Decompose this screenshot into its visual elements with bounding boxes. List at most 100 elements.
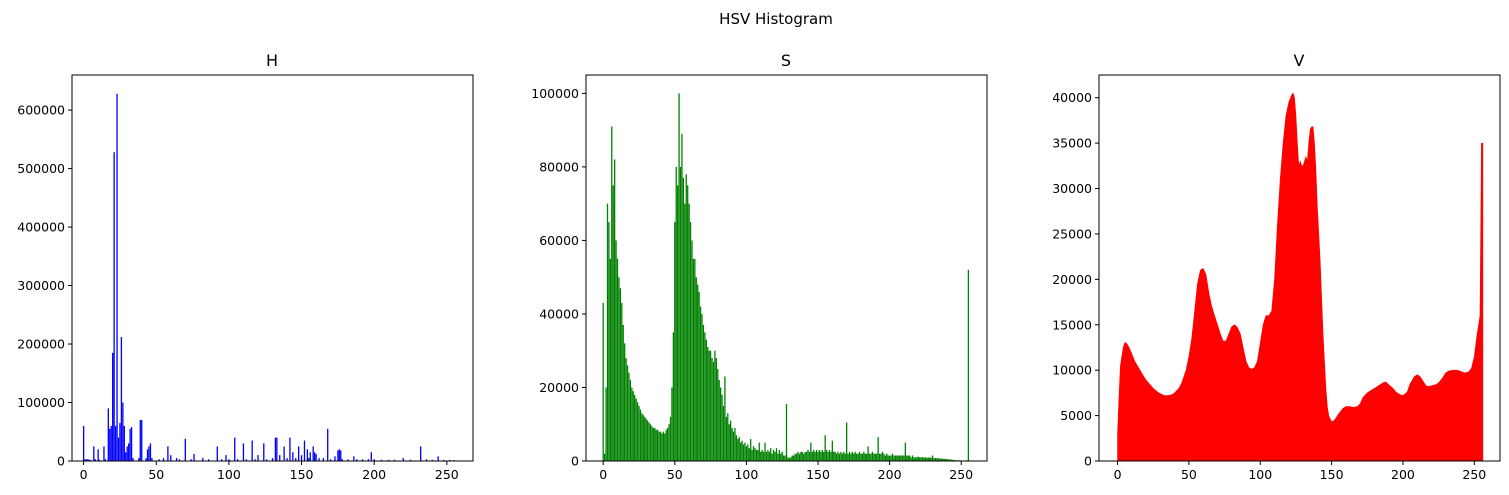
h-bar — [315, 453, 317, 461]
s-bar — [651, 426, 653, 461]
h-bar — [367, 459, 370, 461]
s-bar — [642, 415, 644, 461]
h-bar — [104, 459, 107, 461]
s-bar — [916, 457, 918, 461]
h-y-tick-label: 0 — [57, 454, 65, 469]
s-bar — [738, 437, 740, 461]
s-bar — [689, 222, 692, 461]
s-bar — [656, 429, 659, 461]
s-bar — [702, 324, 705, 461]
s-bar — [612, 185, 614, 462]
s-bar — [833, 451, 835, 461]
s-bar — [695, 277, 697, 461]
s-bar — [924, 457, 927, 461]
h-bar — [112, 352, 114, 461]
s-bar — [828, 449, 831, 461]
v-x-tick-label: 100 — [1248, 467, 1272, 482]
s-bar — [659, 431, 662, 461]
s-bar — [718, 380, 720, 461]
s-bar — [698, 291, 700, 461]
s-bar — [721, 394, 723, 461]
s-y-tick-label: 100000 — [531, 86, 579, 101]
s-bar — [797, 451, 799, 461]
h-bar — [234, 437, 236, 461]
h-bar — [338, 449, 340, 461]
s-bar — [625, 358, 627, 461]
h-bar — [327, 428, 329, 461]
h-bar — [437, 456, 439, 461]
s-bar — [846, 422, 848, 461]
s-y-tick-label: 20000 — [539, 380, 579, 395]
s-bar — [823, 451, 825, 461]
s-bar — [644, 416, 646, 461]
s-histogram-bars — [602, 93, 970, 462]
s-bar — [777, 453, 779, 461]
s-bar — [930, 457, 932, 461]
s-x-tick-label: 250 — [949, 467, 973, 482]
s-bar — [857, 453, 859, 461]
h-x-axis: 0 50 100 150 200 250 — [80, 461, 459, 482]
s-bar — [714, 350, 716, 461]
h-bar — [207, 459, 210, 461]
s-bar — [745, 446, 748, 461]
h-bar — [373, 459, 375, 461]
s-bar — [774, 451, 776, 461]
s-bar — [648, 422, 650, 461]
s-bar — [808, 451, 811, 461]
s-bar — [741, 440, 743, 461]
h-bar — [380, 459, 383, 461]
s-bar — [851, 451, 854, 461]
h-bar — [193, 453, 195, 461]
s-bar — [923, 457, 925, 461]
v-y-tick-label: 40000 — [1052, 90, 1092, 105]
h-bar — [93, 446, 95, 461]
h-bar — [341, 459, 343, 461]
s-y-axis: 0 20000 40000 60000 80000 100000 — [531, 86, 586, 469]
s-bar — [638, 405, 640, 461]
s-y-tick-label: 60000 — [539, 233, 579, 248]
h-bar — [356, 459, 358, 461]
s-bar — [817, 451, 819, 461]
s-bar — [609, 258, 611, 461]
s-bar — [911, 455, 914, 461]
h-bar — [295, 458, 297, 461]
s-bar — [891, 453, 894, 461]
s-bar — [867, 446, 869, 461]
s-bar — [838, 453, 841, 461]
v-y-axis: 0 5000 10000 15000 20000 25000 30000 35000 40000 — [1052, 90, 1099, 469]
s-bar — [666, 427, 669, 461]
h-bar — [216, 446, 218, 461]
s-bar — [708, 350, 710, 461]
h-bar — [263, 443, 265, 461]
h-bar — [87, 459, 89, 461]
h-x-tick-label: 100 — [217, 467, 241, 482]
v-y-tick-label: 25000 — [1052, 226, 1092, 241]
s-bar — [927, 457, 929, 461]
v-x-tick-label: 200 — [1391, 467, 1415, 482]
s-bar — [762, 451, 765, 461]
h-bar — [167, 446, 169, 461]
s-bar — [811, 451, 813, 461]
s-bar — [810, 442, 812, 461]
s-bar — [724, 376, 726, 461]
s-bar — [794, 453, 796, 461]
h-bar — [254, 459, 256, 461]
h-bar — [449, 459, 451, 461]
s-bar — [672, 332, 675, 461]
s-bar — [864, 453, 866, 461]
s-bar — [752, 446, 755, 461]
s-bar — [904, 442, 907, 461]
s-bar — [850, 453, 852, 461]
s-bar — [858, 451, 861, 461]
s-bar — [681, 133, 683, 461]
s-bar — [800, 451, 802, 461]
h-bar — [130, 427, 133, 461]
s-bar — [910, 457, 912, 461]
s-bar — [694, 258, 696, 461]
h-y-tick-label: 300000 — [17, 278, 65, 293]
s-x-axis: 0 50 100 150 200 250 — [599, 461, 973, 482]
s-bar — [886, 453, 888, 461]
s-bar — [827, 451, 829, 461]
h-bar — [313, 452, 316, 461]
h-bar — [82, 425, 85, 461]
